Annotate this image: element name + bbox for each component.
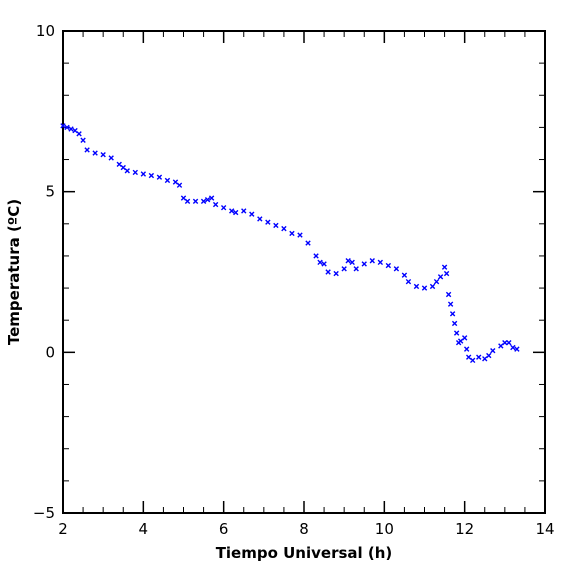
data-point xyxy=(421,285,428,291)
data-point xyxy=(92,150,98,156)
data-point xyxy=(413,283,420,290)
data-point xyxy=(241,208,247,214)
data-point xyxy=(333,270,339,277)
data-point xyxy=(490,348,496,354)
data-point xyxy=(212,201,219,208)
data-point xyxy=(353,266,359,272)
data-point xyxy=(345,258,351,264)
data-point xyxy=(265,219,271,225)
data-point xyxy=(208,195,215,201)
data-point xyxy=(204,197,211,203)
data-point xyxy=(445,291,452,298)
data-point xyxy=(441,264,448,270)
data-point xyxy=(451,320,458,327)
data-point xyxy=(140,171,147,177)
data-point xyxy=(502,339,508,346)
x-tick-label: 4 xyxy=(139,520,149,538)
data-point xyxy=(429,283,436,290)
data-point xyxy=(470,357,476,364)
x-tick-label: 8 xyxy=(299,520,309,538)
x-tick-label: 12 xyxy=(455,520,474,538)
data-point xyxy=(341,266,347,272)
data-point xyxy=(132,169,138,176)
data-point xyxy=(506,339,512,346)
data-point xyxy=(192,198,199,205)
data-point xyxy=(443,270,450,277)
data-point xyxy=(486,352,492,359)
data-point xyxy=(385,262,392,269)
axis-ticks xyxy=(62,30,546,514)
data-point xyxy=(64,124,70,131)
plot-frame xyxy=(62,30,546,514)
data-point xyxy=(349,259,355,266)
data-point xyxy=(369,258,375,264)
data-point xyxy=(273,222,279,229)
x-axis-label: Tiempo Universal (h) xyxy=(216,544,393,562)
y-axis-label: Temperatura (ºC) xyxy=(5,199,23,345)
data-point xyxy=(321,261,327,267)
data-point xyxy=(437,274,444,280)
data-point xyxy=(124,168,130,174)
data-point xyxy=(313,253,319,259)
data-point xyxy=(100,152,106,158)
data-point xyxy=(220,205,227,211)
data-point xyxy=(401,272,408,278)
data-point xyxy=(257,216,263,222)
data-point xyxy=(60,123,66,129)
y-tick-label: 10 xyxy=(36,22,55,40)
data-point xyxy=(305,240,311,246)
data-point xyxy=(361,261,367,267)
data-point xyxy=(148,172,155,179)
data-point xyxy=(68,126,74,132)
x-tick-label: 14 xyxy=(535,520,554,538)
data-point xyxy=(447,301,454,307)
data-point xyxy=(76,131,82,137)
data-point xyxy=(80,137,86,143)
data-point xyxy=(377,259,384,266)
data-point xyxy=(164,177,171,184)
axis-tick-labels: 2 4 6 8 10 12 14 −5 0 5 10 xyxy=(33,22,555,538)
x-tick-label: 6 xyxy=(219,520,229,538)
data-point xyxy=(514,346,520,352)
data-point xyxy=(184,198,191,205)
data-point xyxy=(289,230,295,237)
data-point xyxy=(156,174,163,180)
data-point xyxy=(200,198,207,205)
data-point xyxy=(233,209,239,216)
data-points xyxy=(60,123,520,364)
data-point xyxy=(433,278,440,285)
data-point xyxy=(510,344,516,351)
x-tick-label: 2 xyxy=(58,520,68,538)
data-point xyxy=(461,335,468,341)
data-point xyxy=(463,346,470,352)
data-point xyxy=(393,266,400,272)
data-point xyxy=(281,225,287,232)
data-point xyxy=(449,311,456,317)
data-point xyxy=(476,354,482,360)
data-point xyxy=(317,259,323,266)
x-tick-label: 10 xyxy=(375,520,394,538)
data-point xyxy=(297,232,303,238)
data-point xyxy=(176,182,183,188)
data-point xyxy=(108,155,114,161)
data-point xyxy=(84,147,90,153)
y-tick-label: −5 xyxy=(33,504,55,522)
data-point xyxy=(325,269,331,275)
data-point xyxy=(249,211,255,217)
data-point xyxy=(453,330,460,336)
y-tick-label: 0 xyxy=(45,343,55,361)
y-tick-label: 5 xyxy=(45,183,55,201)
data-point xyxy=(229,208,235,214)
data-point xyxy=(405,278,412,285)
